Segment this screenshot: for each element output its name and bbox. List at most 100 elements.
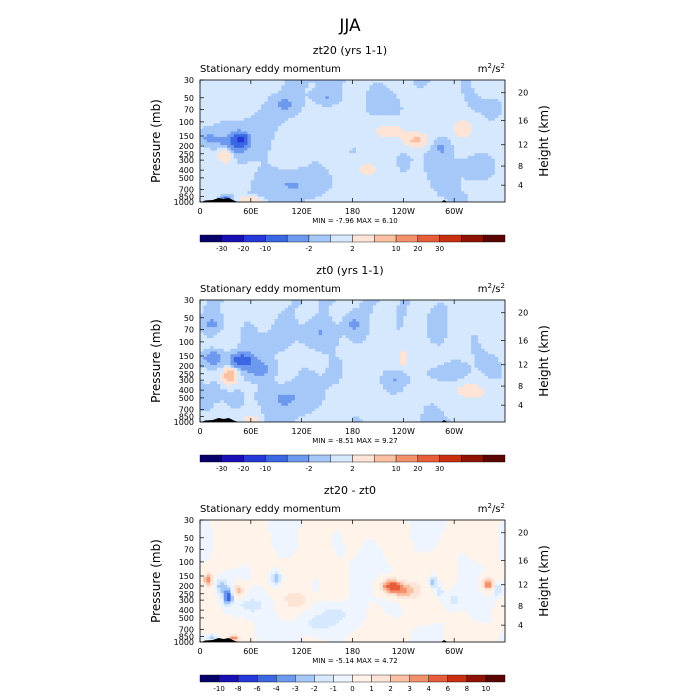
field-cell [281,313,286,317]
field-cell [362,302,367,307]
field-cell [338,166,343,171]
field-cell [220,158,225,162]
field-cell [227,324,232,328]
field-cell [477,139,482,143]
field-cell [399,316,404,320]
field-cell [261,185,265,190]
field-cell [416,153,421,157]
field-cell [416,139,421,143]
field-cell [369,126,374,130]
field-cell [494,313,499,317]
field-cell [359,313,364,317]
field-cell [399,88,404,92]
field-cell [288,85,293,89]
field-cell [244,134,249,138]
field-cell [477,142,482,146]
field-cell [437,101,442,105]
field-cell [447,80,452,84]
field-cell [369,120,374,124]
field-cell [200,183,204,187]
field-cell [423,158,428,162]
field-cell [498,308,503,312]
field-cell [305,153,310,157]
field-cell [338,313,343,317]
field-cell [447,300,452,304]
field-cell [274,123,279,127]
field-cell [420,196,425,200]
field-cell [474,302,479,307]
field-cell [410,153,415,157]
y-right-tick-label: 20 [518,89,528,98]
field-cell [362,174,367,179]
field-cell [386,153,391,157]
field-cell [250,318,255,323]
field-cell [332,107,337,111]
field-cell [481,88,486,92]
field-cell [227,115,232,119]
field-cell [240,136,245,141]
field-cell [220,123,225,127]
field-cell [342,123,347,127]
field-cell [474,155,479,160]
field-cell [369,88,374,92]
field-cell [315,153,320,157]
field-cell [372,169,377,173]
field-cell [474,177,479,181]
field-cell [386,82,391,87]
field-cell [427,166,432,171]
field-cell [471,321,476,325]
field-cell [433,139,438,143]
field-cell [338,123,343,127]
field-cell [342,104,347,108]
field-cell [366,318,371,323]
field-cell [481,112,486,116]
field-cell [311,308,316,312]
field-cell [345,196,350,200]
field-cell [233,98,238,103]
field-cell [416,161,421,165]
field-cell [430,88,435,92]
field-cell [210,305,215,309]
field-cell [423,300,428,304]
field-cell [335,166,340,171]
field-cell [359,96,364,100]
field-cell [396,147,401,152]
field-cell [376,305,381,309]
field-cell [488,185,493,190]
field-cell [328,101,333,105]
field-cell [369,196,374,200]
field-cell [240,305,245,309]
field-cell [277,109,282,114]
field-cell [250,112,255,116]
field-cell [227,145,232,149]
field-cell [213,302,218,307]
field-cell [491,136,496,141]
field-cell [291,183,296,187]
field-cell [464,115,469,119]
field-cell [213,123,218,127]
field-cell [267,196,272,200]
field-cell [301,120,306,124]
field-cell [396,96,401,100]
field-cell [450,158,455,162]
field-cell [372,88,377,92]
field-cell [257,191,262,195]
field-cell [237,191,242,195]
y-right-tick-label: 4 [518,181,523,190]
field-cell [335,131,340,135]
field-cell [430,139,435,143]
field-cell [450,80,455,84]
field-cell [447,126,452,130]
field-cell [437,316,442,320]
field-cell [271,308,276,312]
field-cell [345,112,350,116]
field-cell [301,136,306,141]
field-cell [399,107,404,111]
field-cell [389,316,394,320]
field-cell [342,96,347,100]
field-cell [315,107,320,111]
field-cell [261,112,265,116]
field-cell [220,166,225,171]
field-cell [257,183,262,187]
field-cell [308,145,313,149]
